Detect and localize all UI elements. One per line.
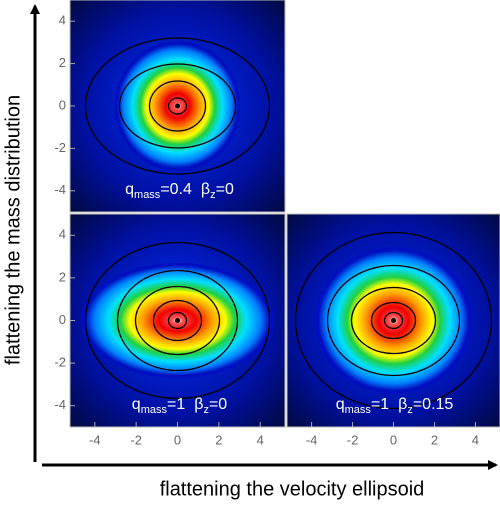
label-part: =1 — [371, 396, 389, 413]
y-tick-label: 0 — [59, 312, 66, 327]
label-part: q — [132, 396, 141, 413]
panel — [287, 214, 500, 427]
x-tick-label: -4 — [306, 432, 318, 447]
contour — [350, 286, 437, 355]
x-axis-label: flattening the velocity ellipsoid — [160, 478, 425, 500]
label-part: mass — [345, 404, 372, 416]
y-tick-label: -2 — [54, 355, 66, 370]
contour — [148, 80, 207, 132]
panel-label: qmass=1 βz=0.15 — [336, 396, 454, 416]
label-part: =1 — [167, 396, 185, 413]
label-part: q — [336, 396, 345, 413]
y-tick-label: 0 — [59, 97, 66, 112]
label-part: =0.4 — [160, 181, 192, 198]
label-part: q — [125, 181, 134, 198]
contour — [326, 264, 461, 377]
contour — [370, 301, 417, 340]
contour — [167, 97, 188, 115]
contour — [116, 269, 239, 372]
panel-label: qmass=1 βz=0 — [132, 396, 227, 416]
label-part: z — [210, 189, 216, 201]
label-part: =0 — [209, 396, 227, 413]
x-tick-label: 2 — [431, 432, 438, 447]
x-tick-label: 0 — [174, 432, 181, 447]
center-dot — [175, 103, 180, 109]
contour — [134, 285, 221, 356]
label-part: β — [194, 396, 203, 413]
label-part: z — [203, 404, 209, 416]
panel-label: qmass=0.4 βz=0 — [125, 181, 234, 201]
label-part: =0.15 — [413, 396, 454, 413]
x-tick-label: -4 — [89, 432, 101, 447]
panel-frame — [286, 213, 500, 428]
y-tick-label: -4 — [54, 397, 66, 412]
x-tick-label: 4 — [257, 432, 264, 447]
contour — [383, 311, 404, 330]
y-tick-label: 4 — [59, 227, 66, 242]
x-tick-label: -2 — [347, 432, 359, 447]
contour — [84, 37, 271, 175]
x-tick-label: 2 — [215, 432, 222, 447]
x-tick-label: 0 — [390, 432, 397, 447]
center-dot — [391, 318, 396, 323]
label-part: mass — [141, 404, 168, 416]
contour — [118, 63, 237, 149]
y-tick-label: 2 — [59, 269, 66, 284]
panel — [70, 0, 285, 212]
center-dot — [175, 318, 180, 323]
contour — [84, 241, 271, 400]
label-part: β — [201, 181, 210, 198]
y-tick-label: 2 — [59, 55, 66, 70]
label-part: =0 — [216, 181, 234, 198]
y-tick-label: 4 — [59, 13, 66, 28]
panel-frame — [69, 0, 286, 213]
x-tick-label: 4 — [472, 432, 479, 447]
panel — [70, 214, 285, 427]
y-tick-label: -4 — [54, 182, 66, 197]
y-tick-label: -2 — [54, 140, 66, 155]
label-part: β — [398, 396, 407, 413]
contour — [294, 231, 493, 410]
y-axis-label: flattening the mass distribution — [2, 95, 24, 365]
contour — [152, 299, 203, 342]
panel-frame — [69, 213, 286, 428]
label-part: mass — [134, 189, 161, 201]
x-tick-label: -2 — [130, 432, 142, 447]
label-part: z — [407, 404, 413, 416]
contour — [167, 311, 188, 330]
